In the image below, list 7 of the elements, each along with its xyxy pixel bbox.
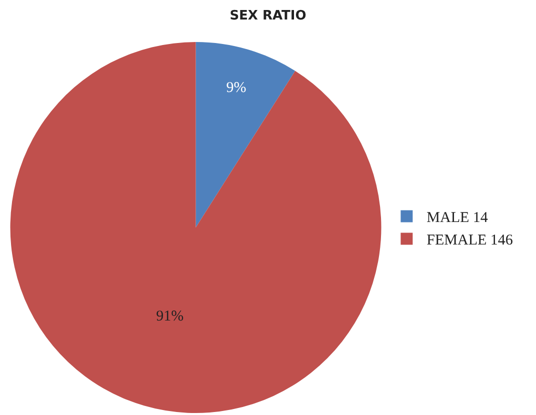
legend-label: FEMALE 146 [426, 232, 514, 249]
data-label: 91% [156, 308, 184, 325]
legend-label: MALE 14 [426, 210, 488, 226]
data-label: 9% [226, 80, 246, 96]
pie-slice [10, 42, 382, 413]
chart-title: SEX RATIO [230, 8, 306, 24]
pie-slice [196, 42, 296, 228]
